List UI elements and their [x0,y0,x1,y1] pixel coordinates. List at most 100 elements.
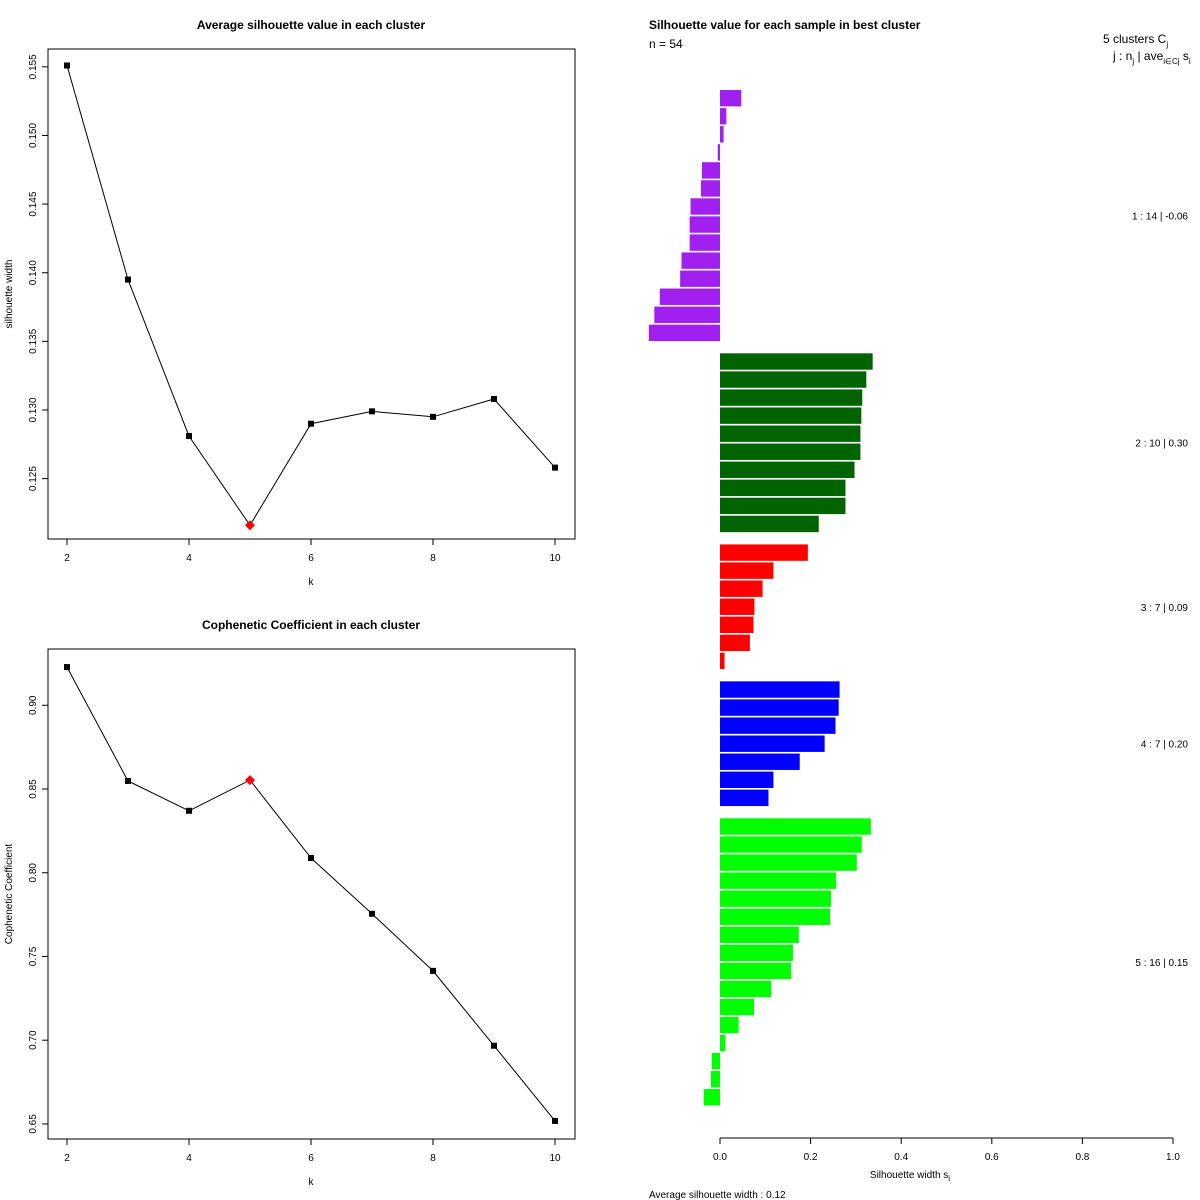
silhouette-x-tick-label: 6 [308,553,314,564]
cluster-5-sample-bar [720,890,831,907]
cluster-5-summary-label: 5 : 16 | 0.15 [1135,958,1188,969]
cluster-5-sample-bar [720,872,836,889]
cluster-5-sample-bar [720,836,862,853]
cluster-2-sample-bar [720,479,846,497]
cluster-1-sample-bar [654,306,720,323]
silhouette-data-point [491,396,497,402]
cophenetic-y-axis: 0.65 0.70 0.75 0.80 0.85 0.90 [28,695,48,1134]
cluster-2-sample-bar [720,515,819,533]
cophenetic-plot-title: Cophenetic Coefficient in each cluster [202,618,420,632]
cluster-5-sample-bar [720,962,792,980]
cluster-5-sample-bar [720,944,793,962]
silhouette-bars-x-axis-label-text: Silhouette width s [870,1170,948,1181]
cluster-1-sample-bar [690,198,721,215]
cophenetic-data-point [430,967,436,974]
cophenetic-data-point [491,1042,497,1049]
cophenetic-x-tick-label: 4 [186,1153,192,1164]
cluster-1-sample-bar [681,252,720,269]
silhouette-x-tick-label: 10 [549,553,561,564]
cluster-1-sample-bar [720,126,724,143]
cluster-1-sample-bar [648,324,720,342]
cluster-1-sample-bar [700,180,721,197]
silhouette-bars-x-tick-label: 0.0 [713,1152,727,1163]
cluster-2-sample-bar [720,353,873,370]
cluster-1-summary-label: 1 : 14 | -0.06 [1132,212,1188,223]
cophenetic-y-tick-label: 0.85 [28,779,39,799]
legend-header-columns-text: j : n [1112,49,1132,63]
cophenetic-data-marks [64,664,558,1124]
silhouette-data-point [186,433,192,440]
cophenetic-y-tick-label: 0.65 [28,1114,39,1134]
cophenetic-y-axis-label: Cophenetic Coefficient [4,844,15,945]
cluster-1-sample-bar [701,162,720,179]
cluster-2-sample-bar [720,389,863,406]
silhouette-y-tick-label: 0.145 [28,191,39,216]
cluster-5-sample-bar [710,1071,720,1088]
cluster-2-summary-label: 2 : 10 | 0.30 [1135,439,1188,450]
cluster-5-sample-bar [703,1089,721,1106]
cluster-4-sample-bar [720,681,840,698]
cluster-5-sample-bar [720,980,772,998]
legend-header-columns-sub2: i∈Cj [1163,57,1180,66]
silhouette-y-tick-label: 0.125 [28,466,39,491]
cluster-5-sample-bar [720,818,871,835]
cluster-2-sample-bar [720,461,855,478]
silhouette-bars-x-tick-label: 0.6 [985,1152,999,1163]
silhouette-y-tick-label: 0.140 [28,260,39,285]
silhouette-x-axis: 2 4 6 8 10 [64,539,561,564]
cluster-5-sample-bar [711,1052,720,1070]
silhouette-y-tick-label: 0.155 [28,54,39,79]
cluster-5-sample-bar [720,926,799,943]
cluster-1-sample-bar [689,216,720,233]
silhouette-plot-title: Average silhouette value in each cluster [197,18,426,32]
silhouette-x-axis-label: k [309,577,315,588]
cophenetic-y-tick-label: 0.90 [28,695,39,715]
cluster-4-sample-bar [720,753,800,770]
cluster-1-sample-bar [720,108,727,125]
cluster-5-sample-bar [720,854,857,871]
cluster-3-sample-bar [720,598,755,615]
silhouette-bars-x-tick-label: 0.4 [894,1152,908,1163]
cluster-5-sample-bar [720,1016,739,1034]
silhouette-bars-title: Silhouette value for each sample in best… [649,18,921,32]
cophenetic-line-panel: Cophenetic Coefficient in each cluster k… [4,618,576,1188]
silhouette-x-tick-label: 4 [186,553,192,564]
cophenetic-x-tick-label: 6 [308,1153,314,1164]
silhouette-data-point [64,62,70,69]
cophenetic-x-tick-label: 2 [64,1153,70,1164]
legend-header-columns-s: s [1180,49,1189,63]
legend-header-clusters-text: 5 clusters C [1103,32,1167,46]
silhouette-line-panel: Average silhouette value in each cluster… [4,18,576,588]
cophenetic-data-point [552,1117,558,1124]
silhouette-data-point [369,408,375,415]
cophenetic-x-axis-label: k [309,1177,315,1188]
cluster-3-sample-bar [720,562,774,579]
silhouette-bars-x-tick-label: 1.0 [1166,1152,1180,1163]
cophenetic-data-point [125,777,131,784]
cluster-2-sample-bar [720,371,867,388]
silhouette-data-point [552,464,558,471]
cluster-2-sample-bar [720,425,861,442]
silhouette-bars-x-axis-label-sub: i [948,1174,950,1183]
silhouette-x-tick-label: 8 [430,553,436,564]
cophenetic-data-point [369,910,375,917]
silhouette-data-point [430,413,436,420]
cluster-4-sample-bar [720,735,825,752]
cluster-1-sample-bar [717,144,720,161]
cluster-5-sample-bar [720,998,754,1016]
cluster-2-sample-bar [720,407,862,424]
cophenetic-x-tick-label: 10 [549,1153,561,1164]
silhouette-bars-x-tick-label: 0.8 [1075,1152,1089,1163]
cluster-3-sample-bar [720,634,750,652]
silhouette-y-tick-label: 0.135 [28,328,39,353]
legend-header-columns-ave: | ave [1134,49,1163,63]
cophenetic-y-tick-label: 0.80 [28,863,39,883]
legend-header-columns-sub3: i [1189,57,1191,66]
silhouette-y-axis: 0.125 0.130 0.135 0.140 0.145 0.150 0.155 [28,54,48,491]
silhouette-data-marks [64,62,558,531]
cluster-1-sample-bar [720,90,742,107]
silhouette-y-axis-label: silhouette width [4,260,15,329]
cluster-5-sample-bar [720,1034,726,1052]
cluster-3-sample-bar [720,580,763,597]
cluster-2-sample-bar [720,443,861,460]
